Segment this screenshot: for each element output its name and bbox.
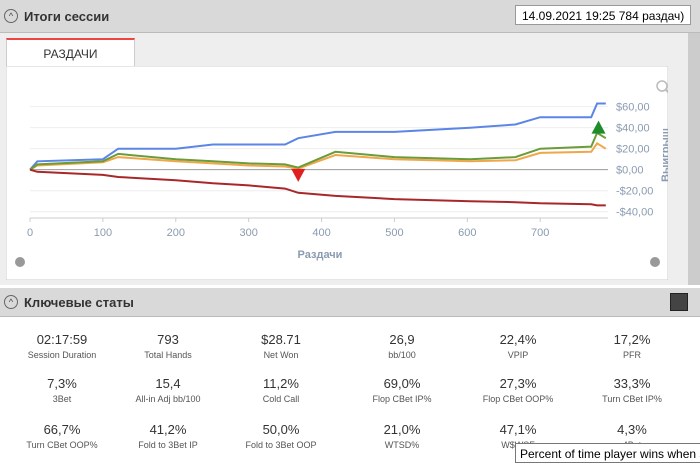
stat: 17,2% PFR [574, 332, 690, 360]
collapse-icon[interactable]: ^ [4, 9, 18, 23]
zoom-icon-handle [665, 89, 668, 94]
stat-label: Fold to 3Bet OOP [245, 440, 317, 450]
settings-icon[interactable] [15, 257, 25, 267]
chart: Раздачи Выигрыш $60,00 $40,00 $20,00 $0,00 -… [6, 66, 668, 280]
section-title: Ключевые статы [24, 295, 134, 310]
y-tick-label: $0,00 [616, 165, 644, 177]
x-tick-label: 700 [531, 227, 549, 239]
stats-header: ^ Ключевые статы [0, 288, 700, 317]
stat-label: Fold to 3Bet IP [138, 440, 198, 450]
stat-label: PFR [623, 350, 641, 360]
x-tick-label: 100 [94, 227, 112, 239]
stat-label: Turn CBet OOP% [26, 440, 98, 450]
stat: 26,9 bb/100 [344, 332, 460, 360]
layout-button[interactable] [670, 293, 688, 311]
stat-value: 47,1% [499, 422, 537, 437]
y-tick-label: -$20,00 [616, 186, 653, 198]
x-tick-label: 400 [312, 227, 330, 239]
stat-label: All-in Adj bb/100 [135, 394, 201, 404]
session-dropdown[interactable]: 14.09.2021 19:25 784 раздач) [515, 5, 691, 25]
y-tick-label: $60,00 [616, 102, 650, 114]
tooltip: Percent of time player wins when s [515, 443, 700, 463]
stat-value: 33,3% [613, 376, 651, 391]
stat-value: 17,2% [613, 332, 651, 347]
stat: 22,4% VPIP [460, 332, 576, 360]
stat-value: 15,4 [155, 376, 181, 391]
stat: 27,3% Flop CBet OOP% [460, 376, 576, 404]
x-tick-label: 200 [167, 227, 185, 239]
stat: 41,2% Fold to 3Bet IP [110, 422, 226, 450]
stat-value: 27,3% [499, 376, 537, 391]
info-icon[interactable] [650, 257, 660, 267]
y-tick-label: $40,00 [616, 123, 650, 135]
stat-label: Turn CBet IP% [602, 394, 662, 404]
extreme-marker [291, 168, 306, 182]
y-tick-label: $20,00 [616, 144, 650, 156]
stat-label: Total Hands [144, 350, 192, 360]
x-axis-label: Раздачи [298, 249, 343, 261]
stat: 02:17:59 Session Duration [4, 332, 120, 360]
stat: $28.71 Net Won [223, 332, 339, 360]
tab[interactable]: РАЗДАЧИ [6, 38, 135, 68]
stat-label: Flop CBet OOP% [482, 394, 554, 404]
stat: 7,3% 3Bet [4, 376, 120, 404]
y-axis-label: Выигрыш [660, 128, 668, 182]
stat-value: 26,9 [389, 332, 415, 347]
stat-value: 4,3% [617, 422, 647, 437]
stat-value: 22,4% [499, 332, 537, 347]
x-tick-label: 600 [458, 227, 476, 239]
scrollbar[interactable] [688, 33, 700, 285]
stat-label: Cold Call [262, 394, 300, 404]
stat-value: $28.71 [261, 332, 301, 347]
stat-label: Flop CBet IP% [372, 394, 432, 404]
stat-label: Net Won [263, 350, 299, 360]
x-tick-label: 300 [239, 227, 257, 239]
y-tick-label: -$40,00 [616, 207, 653, 219]
zoom-icon[interactable] [656, 80, 668, 92]
stat-label: 3Bet [52, 394, 72, 404]
stat-value: 11,2% [263, 376, 299, 391]
stat: 33,3% Turn CBet IP% [574, 376, 690, 404]
stat-value: 02:17:59 [36, 332, 88, 347]
session-header: ^ Итоги сессии 14.09.2021 19:25 784 разд… [0, 0, 700, 33]
stat: 793 Total Hands [110, 332, 226, 360]
section-title: Итоги сессии [24, 9, 110, 24]
stat: 69,0% Flop CBet IP% [344, 376, 460, 404]
series-line [29, 102, 606, 171]
series-line [29, 131, 607, 171]
stat: 50,0% Fold to 3Bet OOP [223, 422, 339, 450]
stat-value: 66,7% [43, 422, 81, 437]
stat-label: bb/100 [388, 350, 416, 360]
stat-value: 21,0% [383, 422, 421, 437]
stat-value: 793 [157, 332, 179, 347]
x-tick-label: 0 [27, 227, 33, 239]
stat-value: 7,3% [47, 376, 77, 391]
stat: 21,0% WTSD% [344, 422, 460, 450]
stat: 11,2% Cold Call [223, 376, 339, 404]
chart-card [6, 66, 668, 280]
stat: 15,4 All-in Adj bb/100 [110, 376, 226, 404]
stat-value: 69,0% [383, 376, 421, 391]
stat-label: VPIP [507, 350, 529, 360]
x-tick-label: 500 [385, 227, 403, 239]
extreme-marker [591, 120, 606, 134]
stat-value: 41,2% [149, 422, 187, 437]
stat-label: WTSD% [384, 440, 420, 450]
series-line [29, 168, 606, 207]
stat-value: 50,0% [262, 422, 300, 437]
collapse-icon[interactable]: ^ [4, 295, 18, 309]
stat: 66,7% Turn CBet OOP% [4, 422, 120, 450]
stat-label: Session Duration [27, 350, 97, 360]
